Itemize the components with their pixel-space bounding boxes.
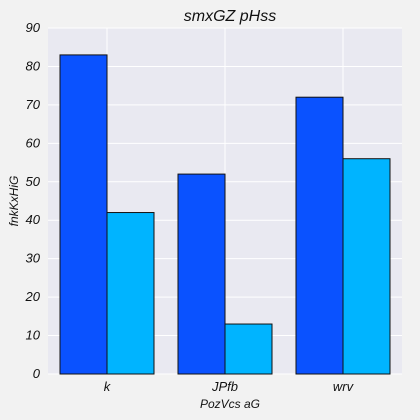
y-tick-label: 50 <box>26 174 41 189</box>
y-tick-label: 60 <box>26 135 41 150</box>
y-tick-label: 10 <box>26 328 41 343</box>
bars <box>59 54 391 375</box>
x-tick-label: wrv <box>333 379 355 394</box>
y-tick-label: 0 <box>33 366 41 381</box>
y-tick-label: 40 <box>26 212 41 227</box>
bar-series-2-wrv <box>342 158 391 375</box>
tick-labels: 0 10 20 30 40 50 60 70 80 90 k JPfb wrv <box>25 20 355 394</box>
bar-series-2-JPfb <box>224 323 273 375</box>
x-tick-label: JPfb <box>211 379 238 394</box>
y-tick-label: 90 <box>26 20 41 35</box>
bar-series-1-wrv <box>295 96 344 375</box>
bar-series-2-k <box>106 212 155 375</box>
bar-series-1-k <box>59 54 108 375</box>
bar-series-1-JPfb <box>177 173 226 375</box>
y-axis-label: fnkKxHiG <box>7 176 21 227</box>
y-tick-label: 20 <box>25 289 41 304</box>
y-tick-label: 70 <box>26 97 41 112</box>
y-tick-label: 30 <box>26 251 41 266</box>
x-axis-label: PozVcs aG <box>200 397 260 411</box>
x-tick-label: k <box>104 379 112 394</box>
chart-title: smxGZ pHss <box>184 8 276 25</box>
y-tick-label: 80 <box>26 58 41 73</box>
